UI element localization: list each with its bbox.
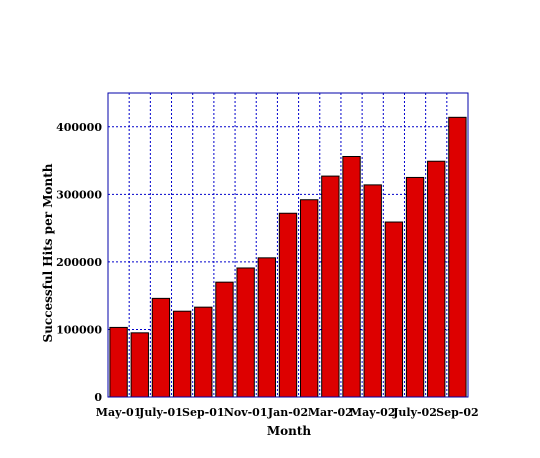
x-tick-label: Nov-01 — [224, 406, 268, 419]
plot-frame — [107, 92, 469, 398]
bars — [109, 116, 467, 398]
y-axis-label: Successful Hits per Month — [41, 163, 55, 342]
y-tick-label: 300000 — [56, 188, 102, 201]
bar-aug-02 — [427, 160, 446, 398]
x-tick-label: July-01 — [138, 406, 183, 419]
y-tick-label: 0 — [94, 391, 102, 404]
x-tick-label: May-01 — [96, 406, 142, 419]
bar-june-01 — [130, 332, 149, 398]
x-tick-label: Sep-01 — [182, 406, 225, 419]
y-tick-label: 200000 — [56, 256, 102, 269]
bar-june-02 — [384, 221, 404, 398]
bar-aug-01 — [172, 310, 192, 398]
bar-jan-02 — [278, 212, 298, 398]
bar-sep-02 — [448, 116, 467, 398]
bar-sep-01 — [194, 306, 213, 398]
x-tick-label: Jan-02 — [267, 406, 308, 419]
y-tick-label: 100000 — [56, 323, 102, 336]
x-tick-label: May-02 — [350, 406, 396, 419]
bar-oct-01 — [215, 281, 234, 398]
bar-dec-01 — [257, 257, 277, 398]
bar-july-02 — [405, 176, 425, 398]
x-tick-label: July-02 — [392, 406, 437, 419]
y-tick-label: 400000 — [56, 121, 102, 134]
bar-mar-02 — [321, 175, 340, 398]
x-tick-label: Mar-02 — [308, 406, 353, 419]
bar-feb-02 — [299, 199, 319, 398]
x-axis-label: Month — [267, 424, 312, 438]
x-tick-label: Sep-02 — [436, 406, 479, 419]
bar-apr-02 — [342, 156, 361, 398]
y-axis-ticks: 0 100000 200000 300000 400000 — [56, 121, 102, 404]
bar-may-02 — [363, 184, 382, 398]
bar-july-01 — [151, 297, 171, 398]
bar-nov-01 — [236, 267, 255, 398]
bar-may-01 — [109, 326, 128, 398]
